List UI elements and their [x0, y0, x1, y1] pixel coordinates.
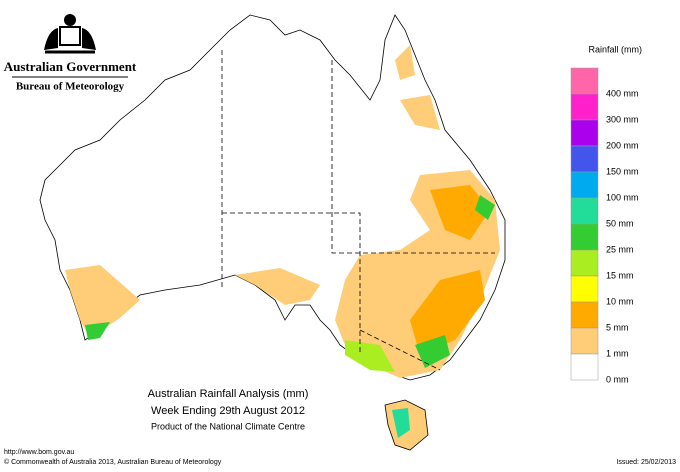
legend-swatch [570, 67, 599, 95]
map-credit: Product of the National Climate Centre [151, 421, 305, 431]
legend-swatch [570, 249, 599, 277]
legend-label: 5 mm [606, 322, 629, 332]
issued: Issued: 25/02/2013 [616, 459, 676, 466]
copyright: © Commonwealth of Australia 2013, Austra… [4, 458, 222, 466]
legend-label: 200 mm [606, 140, 639, 150]
government: Australian Government [4, 59, 137, 74]
legend-title: Rainfall (mm) [588, 44, 642, 54]
legend-swatch [570, 171, 599, 199]
legend-label: 25 mm [606, 244, 634, 254]
legend-label: 0 mm [606, 374, 629, 384]
legend-label: 300 mm [606, 114, 639, 124]
legend-swatch [570, 301, 599, 329]
map-title: Australian Rainfall Analysis (mm) [148, 388, 309, 400]
legend-swatch [570, 93, 599, 121]
legend-swatch [570, 327, 599, 355]
legend-swatch [570, 119, 599, 147]
legend-swatch [570, 145, 599, 173]
coat-of-arms [44, 14, 96, 54]
url: http://www.bom.gov.au [4, 449, 74, 456]
legend-swatch [570, 223, 599, 251]
legend-swatch [570, 197, 599, 225]
legend-label: 50 mm [606, 218, 634, 228]
bureau: Bureau of Meteorology [16, 81, 125, 93]
legend-label: 150 mm [606, 166, 639, 176]
legend-swatch [570, 353, 599, 381]
legend-label: 400 mm [606, 88, 639, 98]
legend-label: 1 mm [606, 348, 629, 358]
legend-label: 10 mm [606, 296, 634, 306]
map-subtitle: Week Ending 29th August 2012 [151, 405, 305, 417]
map [39, 14, 506, 451]
legend-swatch [570, 275, 599, 303]
legend-label: 15 mm [606, 270, 634, 280]
legend: 400 mm 300 mm 200 mm 150 mm 100 mm 50 mm 25 mm… [570, 67, 639, 384]
legend-label: 100 mm [606, 192, 639, 202]
